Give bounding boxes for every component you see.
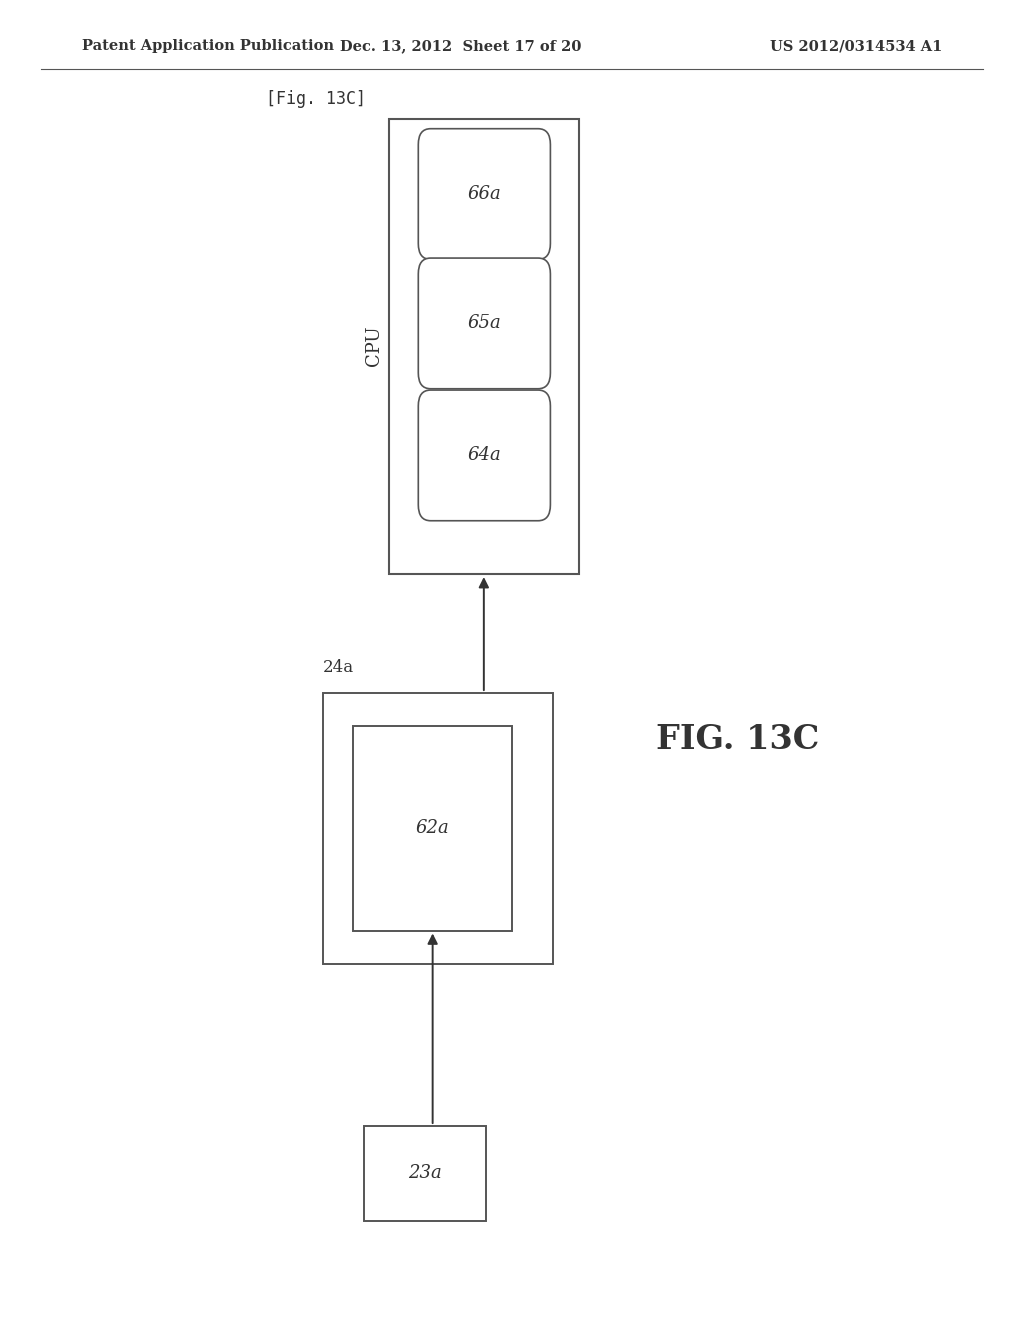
Text: [Fig. 13C]: [Fig. 13C] [266, 90, 367, 108]
Bar [389, 119, 579, 574]
Bar [353, 726, 512, 931]
Text: 66a: 66a [468, 185, 501, 203]
Text: 65a: 65a [468, 314, 501, 333]
Text: 64a: 64a [468, 446, 501, 465]
FancyBboxPatch shape [418, 391, 551, 520]
FancyBboxPatch shape [418, 129, 551, 260]
Text: Dec. 13, 2012  Sheet 17 of 20: Dec. 13, 2012 Sheet 17 of 20 [340, 40, 582, 53]
Text: 62a: 62a [416, 820, 450, 837]
Text: FIG. 13C: FIG. 13C [655, 723, 819, 755]
Bar [323, 693, 553, 964]
Text: Patent Application Publication: Patent Application Publication [82, 40, 334, 53]
Text: US 2012/0314534 A1: US 2012/0314534 A1 [770, 40, 942, 53]
Text: 23a: 23a [409, 1164, 441, 1183]
Text: CPU: CPU [365, 326, 383, 366]
Text: 24a: 24a [323, 659, 353, 676]
FancyBboxPatch shape [418, 259, 551, 388]
Bar [364, 1126, 486, 1221]
